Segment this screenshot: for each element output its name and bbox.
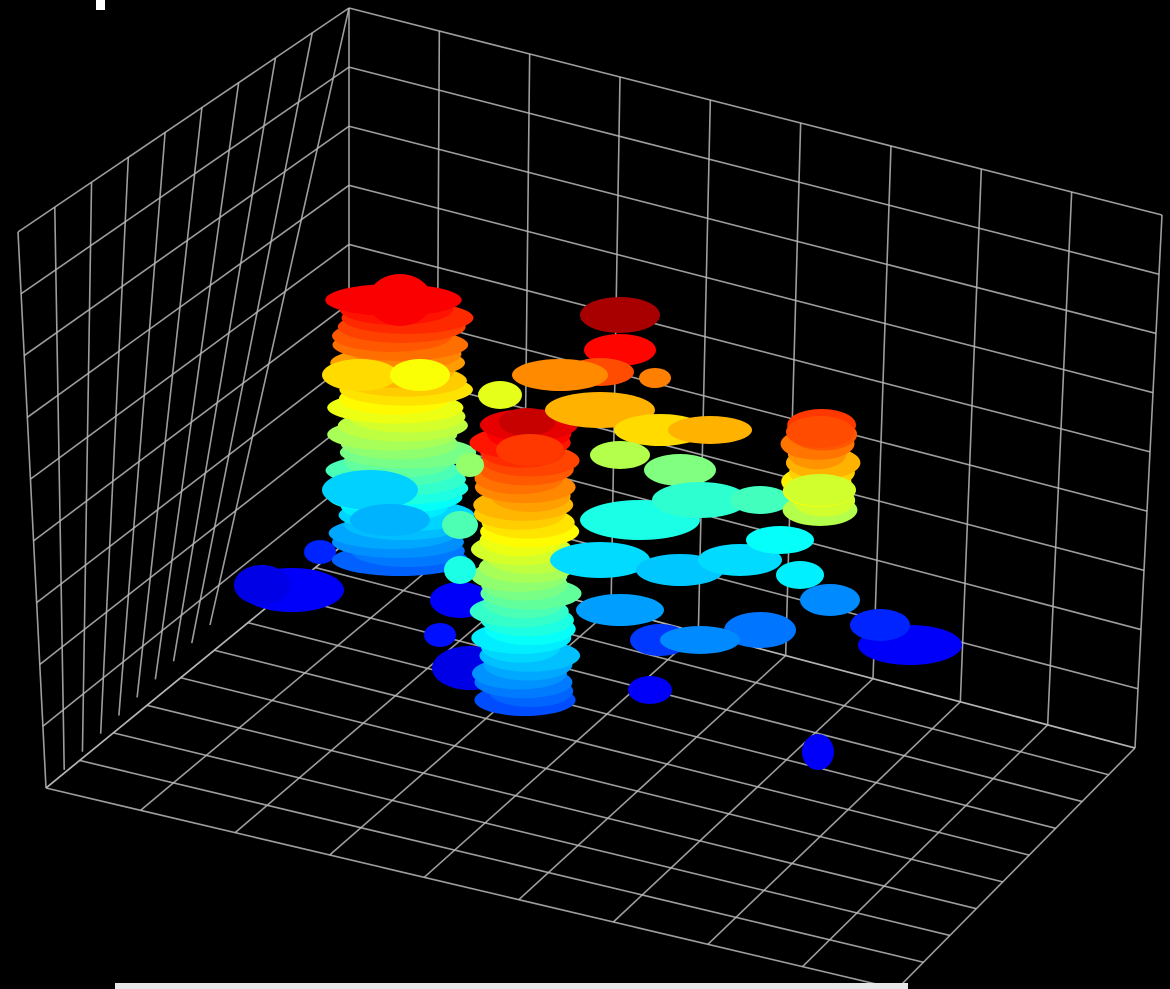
- point-blob: [580, 297, 660, 333]
- back-wall-gridline: [348, 184, 1154, 394]
- point-blob: [512, 359, 608, 391]
- point-blob: [350, 504, 430, 536]
- point-blob: [390, 359, 450, 391]
- point-blob: [234, 565, 290, 605]
- left-wall-gridline: [81, 182, 93, 752]
- back-wall-gridline: [1134, 214, 1163, 749]
- point-blob: [786, 416, 854, 448]
- left-wall-gridline: [154, 82, 240, 680]
- point-blob: [590, 441, 650, 469]
- left-wall-gridline: [20, 66, 350, 295]
- left-wall-gridline: [26, 184, 350, 418]
- left-wall-gridline: [136, 107, 203, 698]
- floor-gridline: [707, 701, 961, 945]
- point-blob: [644, 454, 716, 486]
- floor-gridline: [214, 649, 1030, 856]
- point-blob: [776, 561, 824, 589]
- point-blob: [724, 612, 796, 648]
- point-blob: [628, 676, 672, 704]
- point-blob: [784, 474, 856, 506]
- point-blob: [850, 609, 910, 641]
- point-blob: [652, 482, 748, 518]
- left-wall-gridline: [172, 57, 277, 662]
- point-blob: [698, 544, 782, 576]
- point-blob: [499, 408, 555, 436]
- left-wall-gridline: [118, 132, 166, 716]
- floor-gridline: [146, 704, 977, 910]
- back-wall-gridline: [697, 99, 712, 633]
- point-blob: [639, 368, 671, 388]
- scroll-indicator-bar[interactable]: [115, 983, 908, 989]
- floor-gridline: [113, 732, 951, 937]
- floor-gridline: [801, 724, 1049, 968]
- back-wall-gridline: [348, 7, 1163, 216]
- point-blob: [550, 542, 650, 578]
- back-wall-gridline: [872, 145, 892, 679]
- point-blob: [800, 584, 860, 616]
- floor-gridline: [140, 562, 437, 811]
- floor-gridline: [45, 787, 898, 989]
- point-blob: [496, 434, 564, 466]
- left-wall-gridline: [36, 362, 350, 604]
- point-blob: [322, 359, 398, 391]
- point-blob: [478, 381, 522, 409]
- left-wall-gridline: [29, 243, 350, 480]
- floor-gridline: [79, 759, 924, 964]
- back-wall-gridline: [348, 302, 1148, 512]
- floor-gridline: [518, 654, 787, 901]
- point-blob: [444, 556, 476, 584]
- point-blob: [368, 274, 432, 326]
- left-wall-gridline: [209, 7, 350, 626]
- point-blob: [456, 453, 484, 477]
- left-wall-gridline: [17, 7, 350, 233]
- left-wall-gridline: [23, 125, 350, 357]
- point-blob: [746, 526, 814, 554]
- left-wall-gridline: [53, 207, 66, 770]
- point-blob: [424, 623, 456, 647]
- back-wall-gridline: [348, 243, 1151, 453]
- point-cloud: [234, 274, 962, 770]
- floor-gridline: [612, 678, 874, 923]
- floor-gridline: [180, 677, 1003, 883]
- left-wall-gridline: [39, 421, 350, 666]
- point-blob: [660, 626, 740, 654]
- left-wall-gridline: [99, 157, 130, 734]
- floor-gridline: [896, 747, 1136, 989]
- point-blob: [322, 470, 418, 510]
- point-blob: [304, 540, 336, 564]
- back-wall-gridline: [348, 421, 1142, 631]
- point-blob: [730, 486, 790, 514]
- left-wall-gridline: [33, 302, 350, 542]
- left-wall-gridline: [17, 231, 47, 789]
- 3d-grid-box: [17, 7, 1163, 989]
- point-blob: [576, 594, 664, 626]
- left-wall-gridline: [42, 480, 350, 727]
- point-blob: [442, 511, 478, 539]
- point-blob: [584, 334, 656, 366]
- back-wall-gridline: [959, 168, 983, 702]
- back-wall-gridline: [1046, 191, 1073, 725]
- floor-gridline: [423, 631, 699, 878]
- floor-gridline: [234, 585, 525, 834]
- point-blob: [668, 416, 752, 444]
- corner-marker: [96, 0, 105, 10]
- floor-gridline: [281, 594, 1083, 803]
- back-wall-gridline: [348, 66, 1160, 275]
- floor-gridline: [247, 621, 1056, 830]
- back-wall-gridline: [348, 125, 1157, 335]
- point-blob: [802, 734, 834, 770]
- left-wall-gridline: [190, 32, 314, 644]
